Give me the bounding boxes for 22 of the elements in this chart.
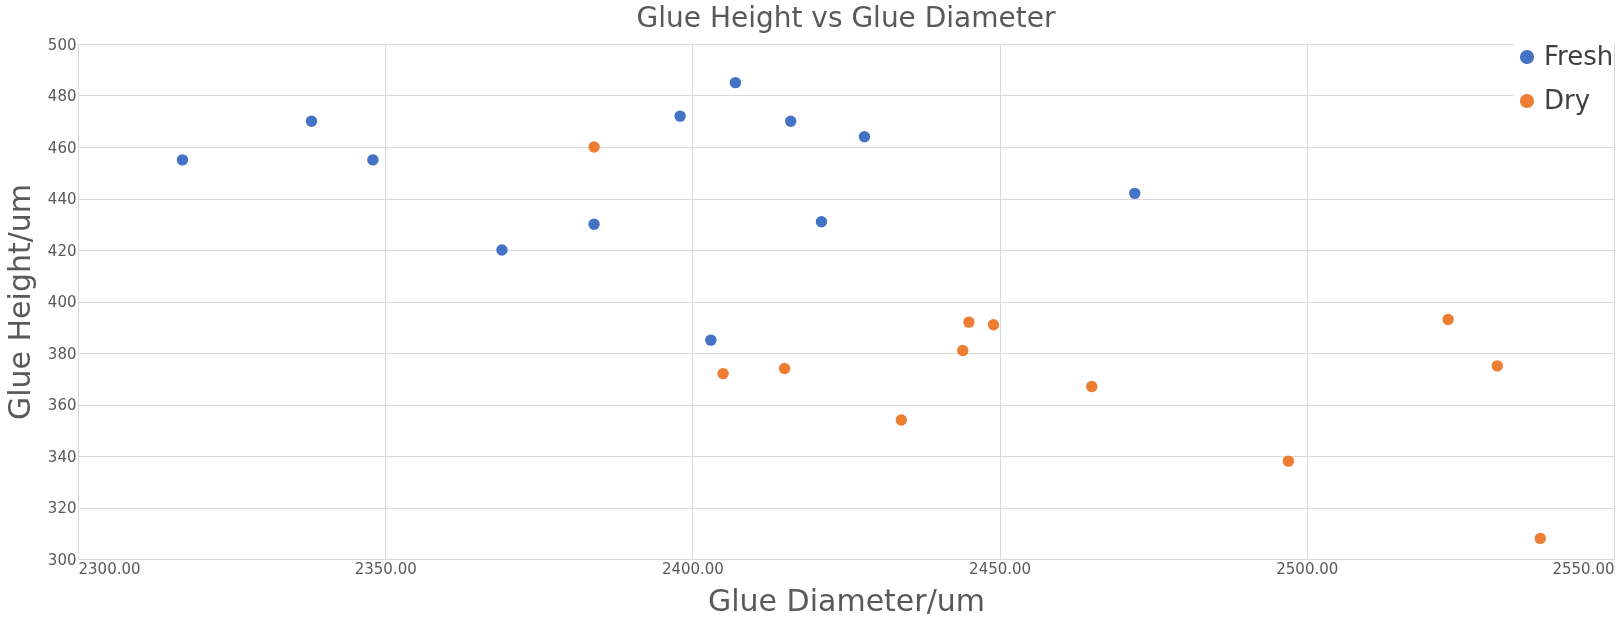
y-tick-label: 320 xyxy=(47,499,77,517)
y-tick-label: 300 xyxy=(47,550,77,569)
y-tick-label: 440 xyxy=(47,190,77,208)
x-tick-label: 2450.00 xyxy=(969,559,1032,578)
y-axis-title: Glue Height/um xyxy=(1,183,37,421)
y-tick-label: 400 xyxy=(47,293,77,311)
y-tick-label: 360 xyxy=(47,396,77,414)
x-axis-title: Glue Diameter/um xyxy=(708,582,985,618)
x-tick-label: 2500.00 xyxy=(1276,559,1339,578)
y-tick-label: 460 xyxy=(47,138,77,157)
x-tick-label: 2350.00 xyxy=(354,559,417,578)
legend-label: Fresh xyxy=(1544,41,1614,71)
chart-title: Glue Height vs Glue Diameter xyxy=(636,1,1056,34)
y-tick-label: 380 xyxy=(47,344,77,363)
y-tick-label: 480 xyxy=(47,87,77,105)
y-tick-label: 500 xyxy=(47,35,77,54)
y-tick-label: 420 xyxy=(47,241,77,260)
y-tick-label: 340 xyxy=(47,447,77,466)
legend-label: Dry xyxy=(1544,85,1591,115)
x-tick-label: 2300.00 xyxy=(78,559,141,578)
x-tick-label: 2550.00 xyxy=(1552,559,1615,578)
x-tick-label: 2400.00 xyxy=(661,559,724,578)
